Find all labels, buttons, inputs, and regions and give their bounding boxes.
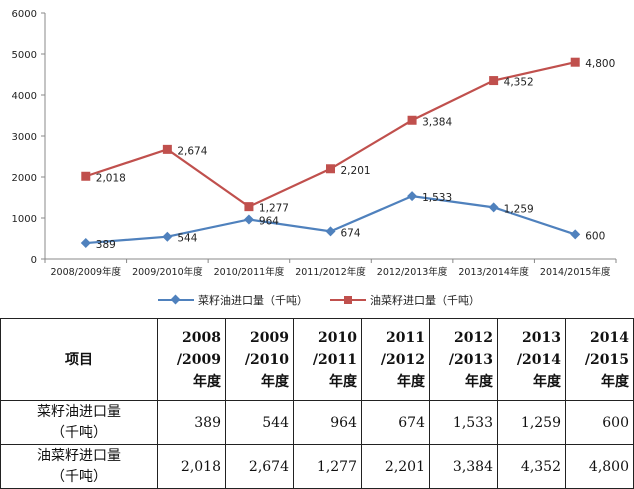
y-tick-label: 3000 xyxy=(12,132,37,143)
row-label: 菜籽油进口量 （千吨） xyxy=(0,400,158,445)
data-point-marker xyxy=(243,214,254,225)
table-cell: 964 xyxy=(293,400,362,445)
y-tick-label: 5000 xyxy=(12,50,37,61)
chart-series: 389 544 964 674 1,533 1,259 600 2,018 2,674 1,277… xyxy=(80,57,615,251)
table-cell: 1,259 xyxy=(497,400,566,445)
chart-axes: 0 1000 2000 3000 4000 5000 6000 2008/2009年度 2009… xyxy=(12,9,617,278)
data-point-marker xyxy=(489,76,499,86)
data-label: 4,352 xyxy=(504,77,534,89)
header-item: 项目 xyxy=(0,318,158,401)
header-year: 2013/2014 年度 xyxy=(497,318,566,401)
series-line xyxy=(85,61,576,208)
x-tick-label: 2010/2011年度 xyxy=(214,266,285,278)
x-tick-label: 2011/2012年度 xyxy=(295,266,366,278)
data-label: 600 xyxy=(585,230,605,242)
table-cell: 389 xyxy=(157,400,226,445)
data-table: 项目 2008/2009 年度 2009/2010 年度 2010/2011 年度 2… xyxy=(0,318,634,489)
header-year: 2011/2012 年度 xyxy=(361,318,430,401)
table-header-row: 项目 2008/2009 年度 2009/2010 年度 2010/2011 年度 2… xyxy=(0,318,634,401)
data-label: 674 xyxy=(341,227,361,239)
header-year: 2012/2013 年度 xyxy=(429,318,498,401)
x-tick-label: 2008/2009年度 xyxy=(51,266,122,278)
x-tick-label: 2013/2014年度 xyxy=(458,266,529,278)
data-label: 3,384 xyxy=(422,116,452,128)
data-point-marker xyxy=(488,202,499,213)
legend-label: 油菜籽进口量（千吨） xyxy=(370,294,480,307)
legend-item-rapeseed: 油菜籽进口量（千吨） xyxy=(330,288,480,312)
data-point-marker xyxy=(244,202,254,212)
legend-item-rapeseed-oil: 菜籽油进口量（千吨） xyxy=(158,288,308,312)
data-label: 389 xyxy=(96,239,116,251)
legend-swatch-blue xyxy=(158,293,194,307)
data-label: 1,277 xyxy=(259,203,289,215)
y-tick-label: 4000 xyxy=(12,91,37,102)
x-tick-label: 2009/2010年度 xyxy=(132,266,203,278)
header-year: 2009/2010 年度 xyxy=(225,318,294,401)
data-point-marker xyxy=(570,229,581,240)
data-label: 2,201 xyxy=(341,165,371,177)
data-label: 2,674 xyxy=(177,145,207,157)
table-cell: 544 xyxy=(225,400,294,445)
data-label: 2,018 xyxy=(96,172,126,184)
data-point-marker xyxy=(162,144,172,154)
y-tick-label: 1000 xyxy=(12,214,37,225)
table-cell: 4,800 xyxy=(565,444,634,489)
header-year: 2014/2015 年度 xyxy=(565,318,634,401)
table-cell: 2,201 xyxy=(361,444,430,489)
x-tick-label: 2014/2015年度 xyxy=(540,266,611,278)
table-cell: 1,533 xyxy=(429,400,498,445)
data-point-marker xyxy=(570,57,580,67)
data-label: 1,259 xyxy=(504,203,534,215)
data-point-marker xyxy=(407,191,418,202)
header-year: 2008/2009 年度 xyxy=(157,318,226,401)
data-point-marker xyxy=(325,226,336,237)
table-cell: 4,352 xyxy=(497,444,566,489)
data-point-marker xyxy=(407,115,417,125)
table-cell: 3,384 xyxy=(429,444,498,489)
chart-legend: 菜籽油进口量（千吨） 油菜籽进口量（千吨） xyxy=(0,288,634,312)
table-row: 油菜籽进口量 （千吨） 2,018 2,674 1,277 2,201 3,384… xyxy=(0,444,634,489)
data-label: 544 xyxy=(177,233,197,245)
data-label: 1,533 xyxy=(422,192,452,204)
table-cell: 674 xyxy=(361,400,430,445)
table-cell: 2,674 xyxy=(225,444,294,489)
data-point-marker xyxy=(81,171,91,181)
line-chart: 0 1000 2000 3000 4000 5000 6000 2008/2009年度 2009… xyxy=(12,9,617,278)
table-row: 菜籽油进口量 （千吨） 389 544 964 674 1,533 1,259 6… xyxy=(0,400,634,445)
table-cell: 600 xyxy=(565,400,634,445)
data-label: 4,800 xyxy=(585,58,615,70)
y-tick-label: 6000 xyxy=(12,9,37,20)
data-label: 964 xyxy=(259,215,279,227)
legend-label: 菜籽油进口量（千吨） xyxy=(198,294,308,307)
table-cell: 2,018 xyxy=(157,444,226,489)
data-point-marker xyxy=(80,238,91,249)
data-point-marker xyxy=(326,164,335,174)
table-cell: 1,277 xyxy=(293,444,362,489)
row-label: 油菜籽进口量 （千吨） xyxy=(0,444,158,489)
header-year: 2010/2011 年度 xyxy=(293,318,362,401)
x-tick-label: 2012/2013年度 xyxy=(377,266,448,278)
y-tick-label: 2000 xyxy=(12,173,37,184)
legend-swatch-red xyxy=(330,293,366,307)
data-point-marker xyxy=(162,231,173,242)
y-tick-label: 0 xyxy=(31,255,37,266)
